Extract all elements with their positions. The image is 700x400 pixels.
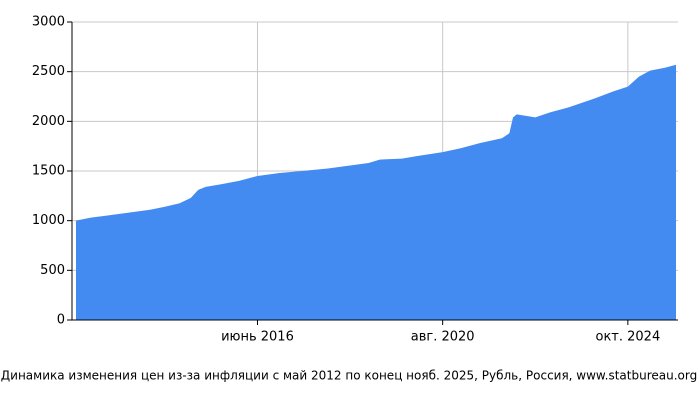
y-tick-label: 3000 bbox=[32, 15, 65, 30]
x-tick-label: авг. 2020 bbox=[411, 330, 475, 345]
y-tick-label: 1500 bbox=[32, 164, 65, 179]
y-tick-label: 500 bbox=[40, 263, 65, 278]
area bbox=[76, 64, 676, 320]
x-tick-label: июнь 2016 bbox=[221, 330, 294, 345]
x-tick-label: окт. 2024 bbox=[595, 330, 660, 345]
y-tick-label: 2500 bbox=[32, 64, 65, 79]
chart-caption: Динамика изменения цен из-за инфляции с … bbox=[1, 369, 697, 383]
y-tick-label: 1000 bbox=[32, 213, 65, 228]
y-tick-label: 2000 bbox=[32, 114, 65, 129]
y-tick-label: 0 bbox=[57, 313, 65, 328]
